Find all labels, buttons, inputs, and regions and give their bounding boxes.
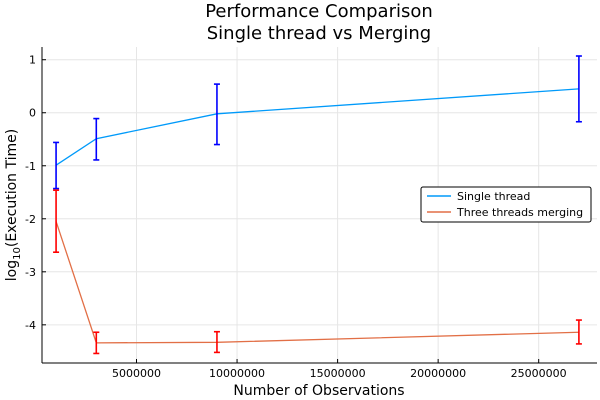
series-line-single-thread	[55, 88, 579, 166]
error-bar	[93, 117, 100, 161]
axes	[41, 47, 597, 364]
chart-title-line-1: Performance Comparison	[205, 1, 433, 22]
y-tick-label: -4	[25, 319, 36, 332]
y-axis-label-subscript: 10	[12, 247, 23, 260]
y-tick-label: -3	[25, 266, 36, 279]
x-tick-label: 15000000	[310, 367, 366, 380]
legend: Single thread Three threads merging	[420, 186, 592, 223]
x-tick-label: 25000000	[511, 367, 567, 380]
x-tick-label: 20000000	[410, 367, 466, 380]
legend-label-three-threads-merging: Three threads merging	[456, 206, 583, 219]
series-three-threads-merging	[53, 189, 582, 355]
error-bar	[213, 83, 220, 146]
chart-title: Performance Comparison Single thread vs …	[205, 1, 433, 44]
y-axis-label: log10(Execution Time)	[4, 129, 23, 281]
chart-title-line-2: Single thread vs Merging	[207, 23, 431, 44]
error-bar	[53, 189, 60, 253]
x-tick-label: 10000000	[209, 367, 265, 380]
legend-box	[420, 186, 592, 223]
error-bar	[575, 55, 582, 123]
error-bar	[93, 331, 100, 355]
tick-labels: 5000000 10000000 15000000 20000000 25000000 1…	[25, 54, 567, 380]
plot-area	[53, 55, 582, 355]
y-tick-label: 1	[29, 54, 36, 67]
y-tick-label: 0	[29, 107, 36, 120]
error-bar	[213, 330, 220, 354]
error-bar	[53, 141, 60, 190]
y-tick-label: -2	[25, 213, 36, 226]
error-bar	[575, 319, 582, 345]
x-axis-label: Number of Observations	[233, 383, 404, 399]
series-single-thread	[53, 55, 582, 190]
series-line-three-threads-merging	[55, 221, 579, 344]
legend-label-single-thread: Single thread	[457, 190, 530, 203]
y-axis-label-prefix: log	[4, 260, 20, 281]
y-tick-label: -1	[25, 160, 36, 173]
x-tick-label: 5000000	[112, 367, 161, 380]
y-axis-label-suffix: (Execution Time)	[4, 129, 20, 247]
